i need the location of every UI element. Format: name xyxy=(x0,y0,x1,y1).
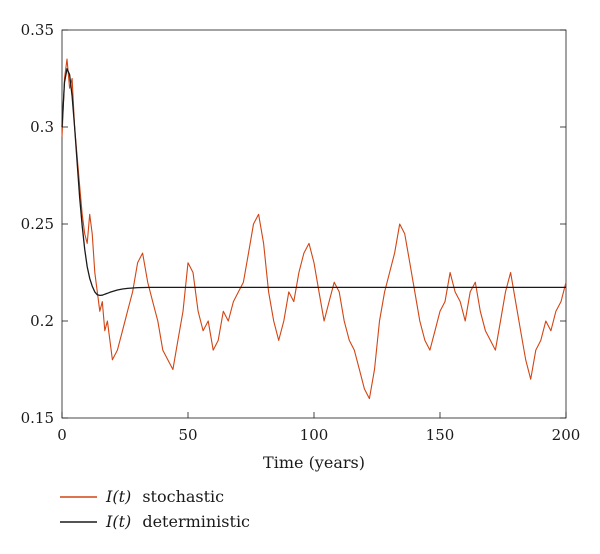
series-line-deterministic xyxy=(61,68,566,297)
y-tick-label: 0.3 xyxy=(30,118,54,136)
y-tick-label: 0.35 xyxy=(21,21,54,39)
legend-var-deterministic: I(t) xyxy=(105,512,131,531)
plot-frame xyxy=(61,29,567,419)
x-axis-title: Time (years) xyxy=(263,453,365,472)
series-layer xyxy=(61,58,567,400)
y-tick-label: 0.25 xyxy=(21,215,54,233)
svg-text:I(t) stochastic: I(t) stochastic xyxy=(105,487,224,506)
x-tick-label: 50 xyxy=(178,426,197,444)
x-tick-label: 150 xyxy=(426,426,455,444)
y-tick-label: 0.15 xyxy=(21,409,54,427)
legend-label-deterministic: deterministic xyxy=(142,512,250,531)
legend-item-deterministic: I(t) deterministic xyxy=(60,512,250,531)
legend: I(t) stochastic I(t) deterministic xyxy=(60,487,250,531)
x-tick-label: 100 xyxy=(300,426,329,444)
tick-layer: 0 50 100 150 200 0.15 0.2 0.25 0.3 0.35 xyxy=(21,21,581,444)
y-tick-label: 0.2 xyxy=(30,312,54,330)
legend-var-stochastic: I(t) xyxy=(105,487,131,506)
legend-item-stochastic: I(t) stochastic xyxy=(60,487,224,506)
x-tick-label: 200 xyxy=(552,426,581,444)
x-tick-label: 0 xyxy=(57,426,67,444)
series-line-stochastic xyxy=(61,58,567,400)
svg-text:I(t) deterministic: I(t) deterministic xyxy=(105,512,250,531)
legend-label-stochastic: stochastic xyxy=(142,487,224,506)
